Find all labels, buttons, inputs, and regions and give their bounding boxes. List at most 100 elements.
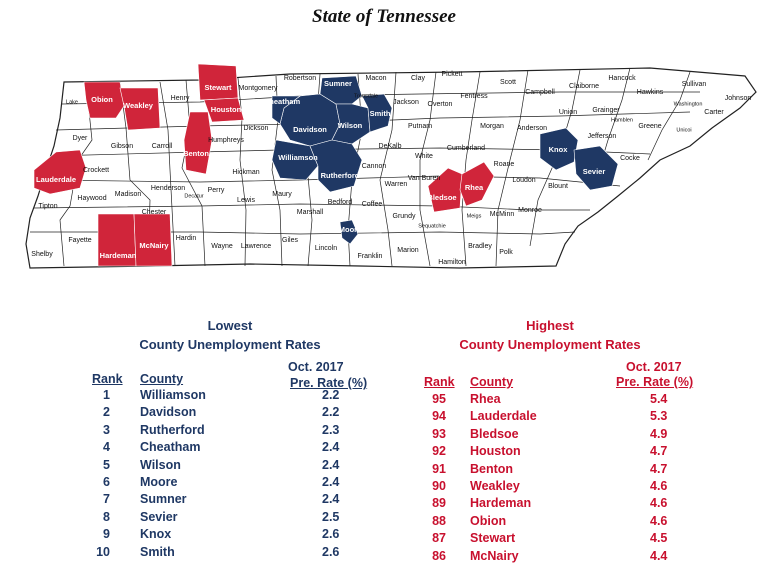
lowest-county-header: County [140,372,184,386]
highest-heading-line2: County Unemployment Rates [459,337,641,352]
highest-row-rate: 4.9 [650,426,668,441]
county-label-johnson: Johnson [725,95,752,102]
county-label-cumberland: Cumberland [447,145,485,152]
highest-heading-line1: Highest [526,318,574,333]
county-shape-houston [203,97,245,123]
highest-row-rank: 95 [432,392,446,406]
county-label-bradley: Bradley [468,243,492,250]
county-label-fayette: Fayette [68,237,91,244]
county-label-jackson: Jackson [393,99,419,106]
county-label-sequatchie: Sequatchie [418,223,446,229]
county-label-putnam: Putnam [408,123,432,130]
county-label-carroll: Carroll [152,143,173,150]
highest-row-rate: 4.6 [650,479,668,493]
county-label-decatur: Decatur [184,193,203,199]
county-label-scott: Scott [500,79,516,86]
lowest-row-county: Cheatham [140,440,201,455]
county-label-clay: Clay [411,75,426,82]
county-label-sullivan: Sullivan [682,81,707,88]
lowest-row-county: Sumner [140,492,187,507]
county-label-carter: Carter [704,109,724,116]
lowest-row-rate: 2.6 [322,544,340,559]
highest-row-rate: 5.4 [650,392,668,406]
county-label-van-buren: Van Buren [408,175,441,182]
county-label-grundy: Grundy [393,213,416,220]
highest-row-county: McNairy [470,548,519,563]
lowest-row-rate: 2.2 [322,405,340,420]
lowest-row-rank: 10 [96,544,110,559]
county-label-humphreys: Humphreys [208,137,244,144]
tennessee-county-map: Lake Obion Weakley Henry Stewart Montgomery Ro… [25,63,757,269]
lowest-row-county: Smith [140,544,175,559]
lowest-row-rate: 2.4 [322,440,340,455]
lowest-heading-line1: Lowest [207,318,253,333]
highest-row-county: Weakley [470,479,520,493]
highest-row-rank: 86 [432,548,446,563]
county-label-loudon: Loudon [512,177,535,184]
lowest-row-rank: 9 [103,527,110,542]
county-label-mcminn: McMinn [490,211,515,218]
lowest-row-county: Davidson [140,405,197,420]
county-label-fentress: Fentress [460,93,488,100]
county-label-cannon: Cannon [362,163,387,170]
county-shape-smith [361,93,393,133]
lowest-row-rate: 2.3 [322,422,340,437]
high-unemployment-regions [33,63,495,267]
highest-row-rank: 88 [432,513,446,528]
county-label-coffee: Coffee [362,201,383,208]
lowest-rate-header: Pre. Rate (%) [290,376,368,390]
highest-row-rate: 5.3 [650,409,668,424]
county-label-rhea: Rhea [465,183,484,192]
county-label-benton: Benton [183,149,209,158]
county-label-wayne: Wayne [211,243,233,250]
county-label-washington: Washington [674,101,703,107]
highest-row-rate: 4.6 [650,496,668,511]
county-label-tipton: Tipton [38,203,57,210]
lowest-row-rate: 2.6 [322,527,340,542]
county-shape-knox [539,127,579,171]
lowest-row-rank: 3 [103,422,110,437]
county-shape-mcnairy [133,213,173,267]
county-label-sumner: Sumner [324,79,352,88]
county-label-hardin: Hardin [176,235,197,242]
lowest-row-county: Knox [140,527,172,542]
county-shape-moore [339,219,359,245]
county-label-hickman: Hickman [232,169,259,176]
lowest-row-rank: 6 [103,475,110,489]
county-label-jefferson: Jefferson [588,133,617,140]
county-shape-lauderdale [33,149,87,195]
county-label-campbell: Campbell [525,89,555,96]
county-label-warren: Warren [385,181,408,188]
county-label-smith: Smith [370,109,391,118]
highest-row-rank: 92 [432,444,446,459]
county-label-montgomery: Montgomery [239,85,278,92]
county-label-giles: Giles [282,237,298,244]
county-label-weakley: Weakley [123,101,154,110]
map-title: State of Tennessee [312,6,456,27]
county-label-grainger: Grainger [592,107,620,114]
highest-row-rate: 4.7 [650,461,668,476]
county-label-henderson: Henderson [151,185,185,192]
lowest-period: Oct. 2017 [288,360,344,374]
county-label-gibson: Gibson [111,143,133,150]
highest-county-header: County [470,375,514,389]
county-label-greene: Greene [638,123,661,130]
county-label-mcnairy: McNairy [139,241,169,250]
highest-row-rate: 4.4 [650,548,668,563]
lowest-row-county: Sevier [140,509,178,524]
county-label-wilson: Wilson [338,121,363,130]
county-label-shelby: Shelby [31,251,53,258]
lowest-heading: Lowest County Unemployment Rates [60,316,400,354]
lowest-row-rate: 2.2 [322,388,340,402]
county-label-bedford: Bedford [328,199,353,206]
highest-row-county: Hardeman [470,496,532,511]
county-label-meigs: Meigs [467,213,482,219]
county-label-dekalb: DeKalb [379,143,402,150]
county-shape-rhea [459,161,495,207]
county-shape-wilson [331,103,371,145]
county-label-lewis: Lewis [237,197,255,204]
county-shape-obion [83,81,125,119]
county-label-overton: Overton [428,101,453,108]
county-label-crockett: Crockett [83,167,109,174]
county-label-blount: Blount [548,183,568,190]
